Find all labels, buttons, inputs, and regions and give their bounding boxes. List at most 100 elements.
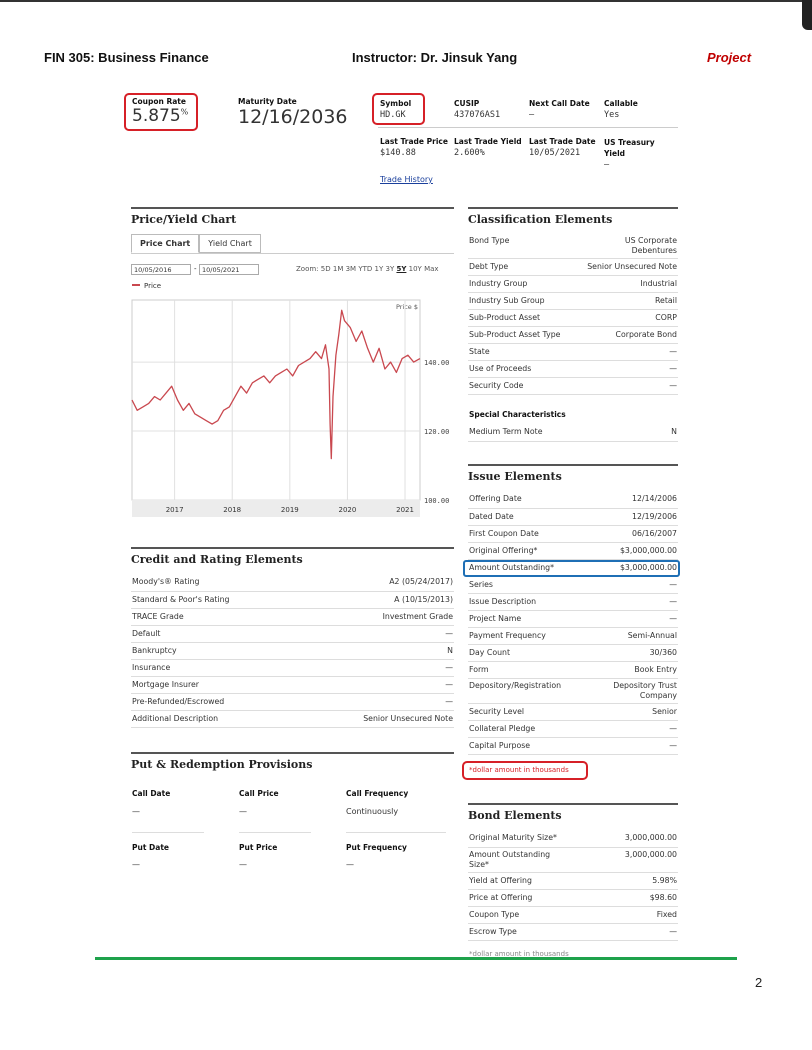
credit-table: Moody's® Rating A2 (05/24/2017) Standard &… <box>131 574 454 728</box>
row-value: 3,000,000.00 <box>563 847 678 873</box>
x-axis-band <box>132 500 420 517</box>
zoom-3y[interactable]: 3Y <box>385 265 395 273</box>
tab-underline <box>131 253 454 254</box>
row-value: — <box>299 693 454 711</box>
table-row: Mortgage Insurer — <box>131 676 454 694</box>
last-trade-date-label: Last Trade Date <box>529 137 596 146</box>
row-value: N <box>299 642 454 660</box>
call-price-value: — <box>239 807 247 816</box>
row-label: Bond Type <box>468 234 578 259</box>
zoom-3m[interactable]: 3M <box>345 265 357 273</box>
coupon-rate-value: 5.875% <box>132 106 188 126</box>
table-row: Original Offering* $3,000,000.00 <box>468 542 678 560</box>
row-value: A (10/15/2013) <box>299 591 454 609</box>
date-to-input[interactable]: 10/05/2021 <box>199 264 259 275</box>
row-label: Original Maturity Size* <box>468 830 563 848</box>
row-value: Industrial <box>578 275 678 293</box>
row-value: Semi-Annual <box>578 627 678 645</box>
row-label: Escrow Type <box>468 923 563 941</box>
table-row: State — <box>468 343 678 361</box>
call-date-header: Call Date <box>132 789 171 798</box>
table-row: Escrow Type — <box>468 923 678 941</box>
table-row: Amount Outstanding* $3,000,000.00 <box>468 559 678 577</box>
table-row: Series — <box>468 576 678 594</box>
row-value: Retail <box>578 292 678 310</box>
row-label: Yield at Offering <box>468 872 563 890</box>
zoom-1m[interactable]: 1M <box>332 265 344 273</box>
coupon-rate-number: 5.875 <box>132 106 181 126</box>
callable-label: Callable <box>604 99 638 108</box>
row-label: Security Level <box>468 703 578 721</box>
row-label: Original Offering* <box>468 542 578 560</box>
row-label: Depository/Registration <box>468 678 578 704</box>
table-row: Price at Offering $98.60 <box>468 889 678 907</box>
row-label: Offering Date <box>468 491 578 509</box>
table-row: Additional Description Senior Unsecured N… <box>131 710 454 728</box>
table-row: Debt Type Senior Unsecured Note <box>468 258 678 276</box>
cusip-value: 437076AS1 <box>454 110 501 120</box>
row-value: — <box>578 593 678 611</box>
y-tick-label: 100.00 <box>424 497 449 505</box>
tab-yield-chart[interactable]: Yield Chart <box>199 234 261 253</box>
table-row: Industry Sub Group Retail <box>468 292 678 310</box>
row-value: 3,000,000.00 <box>563 830 678 848</box>
row-value: 30/360 <box>578 644 678 662</box>
trade-history-link[interactable]: Trade History <box>380 175 433 184</box>
issue-table: Offering Date 12/14/2006 Dated Date 12/19/2… <box>468 491 678 755</box>
row-label: Amount Outstanding Size* <box>468 847 563 873</box>
table-row: Coupon Type Fixed <box>468 906 678 924</box>
row-label: Standard & Poor's Rating <box>131 591 300 609</box>
row-label: TRACE Grade <box>131 608 300 626</box>
put-frequency-value: — <box>346 860 354 869</box>
put-price-value: — <box>239 860 247 869</box>
date-separator: - <box>194 265 197 273</box>
tab-price-chart[interactable]: Price Chart <box>131 234 200 253</box>
table-row: Security Code — <box>468 377 678 395</box>
price-chart: Price Price $ 100.00 120.00 140.00 2017 2018 20… <box>131 282 449 517</box>
table-row: Bankruptcy N <box>131 642 454 660</box>
row-value: $98.60 <box>563 889 678 907</box>
row-value: — <box>578 360 678 378</box>
row-value: — <box>578 343 678 361</box>
row-label: Insurance <box>131 659 300 677</box>
coupon-unit: % <box>180 107 189 117</box>
row-label: Medium Term Note <box>468 424 659 442</box>
row-value: 12/19/2006 <box>578 508 678 526</box>
row-value: Depository Trust Company <box>578 678 678 704</box>
us-treasury-yield-value: — <box>604 160 610 170</box>
row-value: — <box>299 625 454 643</box>
row-label: Collateral Pledge <box>468 720 578 738</box>
table-row: Bond Type US Corporate Debentures <box>468 234 678 259</box>
zoom-1y[interactable]: 1Y <box>374 265 384 273</box>
row-value: Fixed <box>563 906 678 924</box>
table-row: Payment Frequency Semi-Annual <box>468 627 678 645</box>
table-row: Offering Date 12/14/2006 <box>468 491 678 509</box>
zoom-ytd[interactable]: YTD <box>358 265 373 273</box>
corner-tab <box>802 0 812 30</box>
table-row: Issue Description — <box>468 593 678 611</box>
row-value: — <box>578 377 678 395</box>
coupon-highlight-box <box>124 93 198 131</box>
maturity-date-value: 12/16/2036 <box>238 106 348 128</box>
row-value: $3,000,000.00 <box>578 542 678 560</box>
row-value: Investment Grade <box>299 608 454 626</box>
zoom-5y[interactable]: 5Y <box>396 265 407 273</box>
call-frequency-header: Call Frequency <box>346 789 409 798</box>
issue-title: Issue Elements <box>468 464 678 483</box>
row-label: Industry Sub Group <box>468 292 578 310</box>
row-value: CORP <box>578 309 678 327</box>
date-from-input[interactable]: 10/05/2016 <box>131 264 191 275</box>
table-row: Standard & Poor's Rating A (10/15/2013) <box>131 591 454 609</box>
table-row: Dated Date 12/19/2006 <box>468 508 678 526</box>
put-date-value: — <box>132 860 140 869</box>
zoom-max[interactable]: Max <box>424 265 439 273</box>
zoom-10y[interactable]: 10Y <box>408 265 422 273</box>
table-row: Project Name — <box>468 610 678 628</box>
table-row: Moody's® Rating A2 (05/24/2017) <box>131 574 454 592</box>
row-value: Book Entry <box>578 661 678 679</box>
zoom-5d[interactable]: 5D <box>320 265 331 273</box>
last-trade-date-value: 10/05/2021 <box>529 148 581 158</box>
bond-footnote: *dollar amount in thousands <box>469 950 569 957</box>
callable-value: Yes <box>604 110 620 120</box>
call-date-value: — <box>132 807 140 816</box>
